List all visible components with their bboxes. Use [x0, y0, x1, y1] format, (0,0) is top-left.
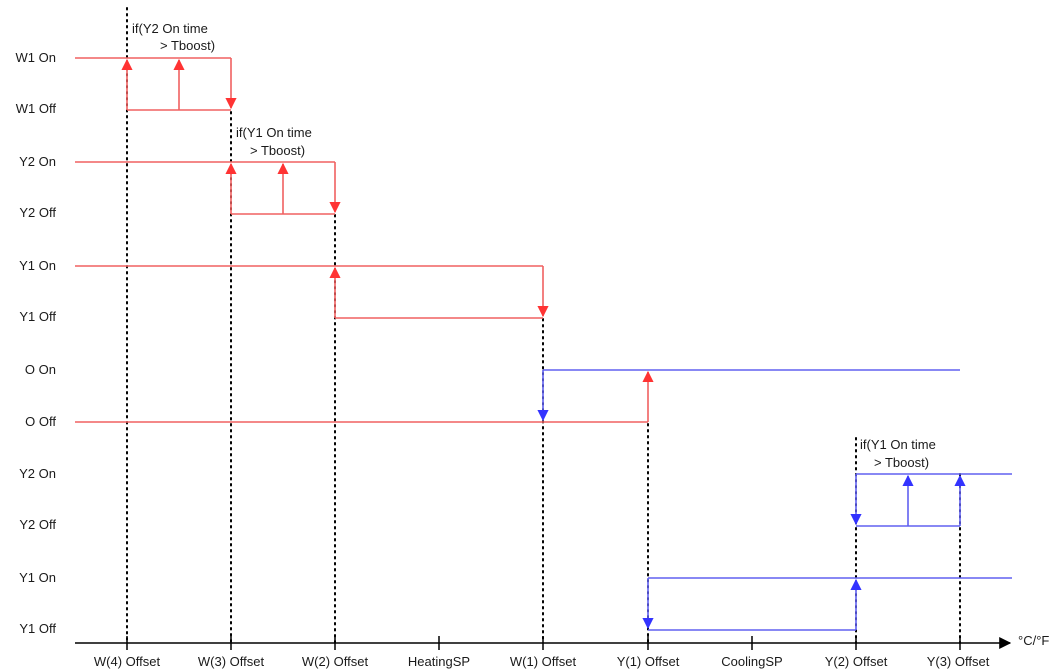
note-3-line2: > Tboost): [874, 455, 929, 470]
y-label-y1-on-cool: Y1 On: [19, 570, 56, 585]
y-label-o-on: O On: [25, 362, 56, 377]
x-label-heatingsp: HeatingSP: [408, 654, 470, 669]
y-axis-labels: W1 On W1 Off Y2 On Y2 Off Y1 On Y1 Off O…: [16, 50, 57, 636]
cooling-stages: [537, 369, 1012, 631]
note-1-line2: > Tboost): [160, 38, 215, 53]
y-label-y1-off-cool: Y1 Off: [19, 621, 56, 636]
x-label-coolingsp: CoolingSP: [721, 654, 782, 669]
note-2-line2: > Tboost): [250, 143, 305, 158]
x-axis-ticks: [126, 636, 961, 650]
heating-stages: [75, 57, 654, 423]
y-label-y1-off-heat: Y1 Off: [19, 309, 56, 324]
x-label-y2: Y(2) Offset: [825, 654, 888, 669]
y-label-w1-off: W1 Off: [16, 101, 57, 116]
y-label-y2-on-heat: Y2 On: [19, 154, 56, 169]
x-label-w4: W(4) Offset: [94, 654, 161, 669]
x-label-w2: W(2) Offset: [302, 654, 369, 669]
note-2-line1: if(Y1 On time: [236, 125, 312, 140]
y-label-y2-off-heat: Y2 Off: [19, 205, 56, 220]
y-label-y2-on-cool: Y2 On: [19, 466, 56, 481]
y-label-y2-off-cool: Y2 Off: [19, 517, 56, 532]
y-label-w1-on: W1 On: [16, 50, 56, 65]
threshold-lines: [126, 7, 961, 644]
x-label-y1: Y(1) Offset: [617, 654, 680, 669]
note-3-line1: if(Y1 On time: [860, 437, 936, 452]
y-label-y1-on-heat: Y1 On: [19, 258, 56, 273]
axis-unit-label: °C/°F: [1018, 633, 1049, 648]
y-label-o-off: O Off: [25, 414, 56, 429]
boost-notes: if(Y2 On time > Tboost) if(Y1 On time > …: [132, 21, 936, 470]
note-1-line1: if(Y2 On time: [132, 21, 208, 36]
x-axis: W(4) Offset W(3) Offset W(2) Offset Heat…: [75, 633, 1049, 669]
x-label-y3: Y(3) Offset: [927, 654, 990, 669]
x-label-w3: W(3) Offset: [198, 654, 265, 669]
x-label-w1: W(1) Offset: [510, 654, 577, 669]
